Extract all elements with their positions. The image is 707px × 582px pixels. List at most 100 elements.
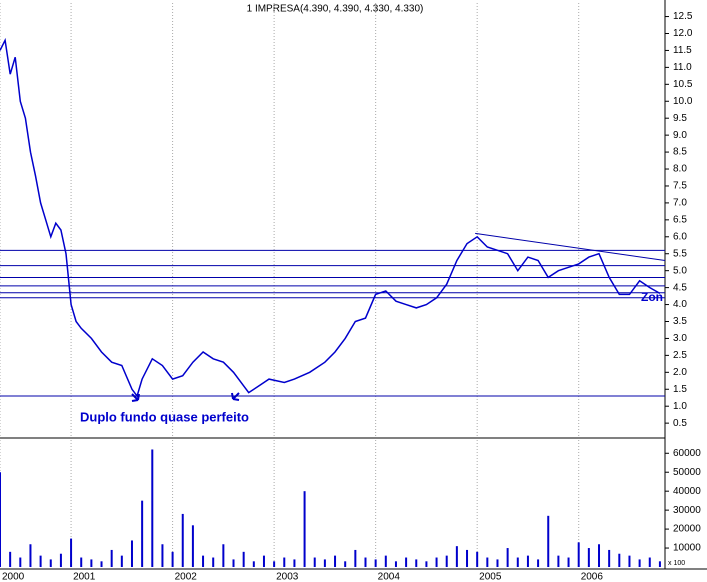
volume-bar	[374, 559, 377, 567]
y-tick-label: 11.5	[673, 45, 692, 56]
volume-bar	[394, 561, 397, 567]
volume-bar	[59, 553, 62, 567]
volume-bar	[547, 515, 550, 567]
x-tick-label: 2003	[276, 572, 299, 582]
volume-bar	[354, 549, 357, 567]
volume-bar	[0, 472, 1, 567]
y-tick-label: 1.0	[673, 401, 687, 412]
y-tick-label: 7.0	[673, 198, 687, 209]
volume-bar	[425, 561, 428, 567]
y-tick-label: 12.0	[673, 28, 693, 39]
x-tick-label: 2006	[581, 572, 604, 582]
volume-bar	[191, 525, 194, 567]
y-tick-label: 2.0	[673, 367, 687, 378]
volume-bar	[181, 513, 184, 567]
chart-title: 1 IMPRESA(4.390, 4.390, 4.330, 4.330)	[247, 4, 424, 15]
volume-bar	[130, 540, 133, 567]
y-tick-label: 4.0	[673, 299, 687, 310]
volume-bar	[608, 549, 611, 567]
x-tick-label: 2000	[2, 572, 25, 582]
x-tick-label: 2002	[175, 572, 198, 582]
y-tick-label: 2.5	[673, 350, 687, 361]
y-tick-label: 5.5	[673, 248, 687, 259]
volume-bar	[638, 559, 641, 567]
y-tick-label: 9.0	[673, 130, 687, 141]
volume-bar	[323, 559, 326, 567]
y-tick-label: 8.0	[673, 164, 687, 175]
volume-bar	[496, 559, 499, 567]
volume-bar	[628, 555, 631, 567]
y-tick-label: 1.5	[673, 384, 687, 395]
volume-bar	[303, 491, 306, 567]
y-tick-label: 10000	[673, 543, 701, 554]
volume-bar	[29, 544, 32, 567]
volume-bar	[242, 551, 245, 567]
volume-bar	[161, 544, 164, 567]
y-tick-label: 20000	[673, 524, 701, 535]
y-tick-label: 8.5	[673, 147, 687, 158]
y-tick-label: 5.0	[673, 265, 687, 276]
volume-bar	[466, 549, 469, 567]
volume-bar	[516, 557, 519, 567]
volume-bar	[445, 555, 448, 567]
volume-bar	[70, 538, 73, 567]
volume-bar	[202, 555, 205, 567]
annotation: Zon	[641, 290, 663, 304]
y-tick-label: 9.5	[673, 113, 687, 124]
y-tick-label: 3.0	[673, 333, 687, 344]
y-tick-label: 30000	[673, 505, 701, 516]
y-tick-label: 10.5	[673, 79, 693, 90]
volume-bar	[80, 557, 83, 567]
volume-bar	[405, 557, 408, 567]
volume-bar	[19, 557, 22, 567]
volume-bar	[384, 555, 387, 567]
volume-bar	[476, 551, 479, 567]
volume-bar	[9, 551, 12, 567]
volume-bar	[648, 557, 651, 567]
volume-bar	[506, 548, 509, 567]
volume-bar	[618, 553, 621, 567]
arrow	[131, 393, 140, 402]
volume-bar	[364, 557, 367, 567]
volume-bar	[557, 555, 560, 567]
y-tick-label: 40000	[673, 486, 701, 497]
y-tick-label: 3.5	[673, 316, 687, 327]
volume-bar	[567, 557, 570, 567]
volume-bar	[415, 559, 418, 567]
y-tick-label: 50000	[673, 467, 701, 478]
unit-label: x 100	[668, 560, 685, 567]
volume-bar	[435, 557, 438, 567]
y-tick-label: 11.0	[673, 62, 692, 73]
y-tick-label: 6.5	[673, 214, 687, 225]
volume-bar	[232, 559, 235, 567]
volume-bar	[293, 559, 296, 567]
volume-bar	[252, 561, 255, 567]
volume-bar	[100, 561, 103, 567]
volume-bar	[455, 546, 458, 567]
volume-bar	[141, 500, 144, 567]
volume-bar	[110, 549, 113, 567]
volume-bar	[39, 555, 42, 567]
x-tick-label: 2001	[73, 572, 96, 582]
annotation: Duplo fundo quase perfeito	[80, 409, 249, 424]
volume-bar	[151, 449, 154, 567]
volume-bar	[222, 544, 225, 567]
y-tick-label: 7.5	[673, 181, 687, 192]
y-tick-label: 6.0	[673, 231, 687, 242]
y-tick-label: 60000	[673, 448, 701, 459]
volume-bar	[90, 559, 93, 567]
y-tick-label: 0.5	[673, 418, 687, 429]
volume-bar	[262, 555, 265, 567]
trend-line	[475, 232, 666, 262]
y-tick-label: 4.5	[673, 282, 687, 293]
y-tick-label: 10.0	[673, 96, 693, 107]
volume-bar	[658, 561, 661, 567]
volume-bar	[273, 561, 276, 567]
volume-bar	[577, 542, 580, 567]
volume-bar	[486, 557, 489, 567]
volume-bar	[587, 548, 590, 567]
x-tick-label: 2005	[479, 572, 502, 582]
y-tick-label: 12.5	[673, 11, 693, 22]
